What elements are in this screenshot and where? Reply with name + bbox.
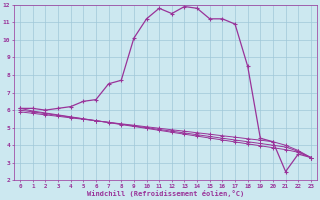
X-axis label: Windchill (Refroidissement éolien,°C): Windchill (Refroidissement éolien,°C) [87, 190, 244, 197]
